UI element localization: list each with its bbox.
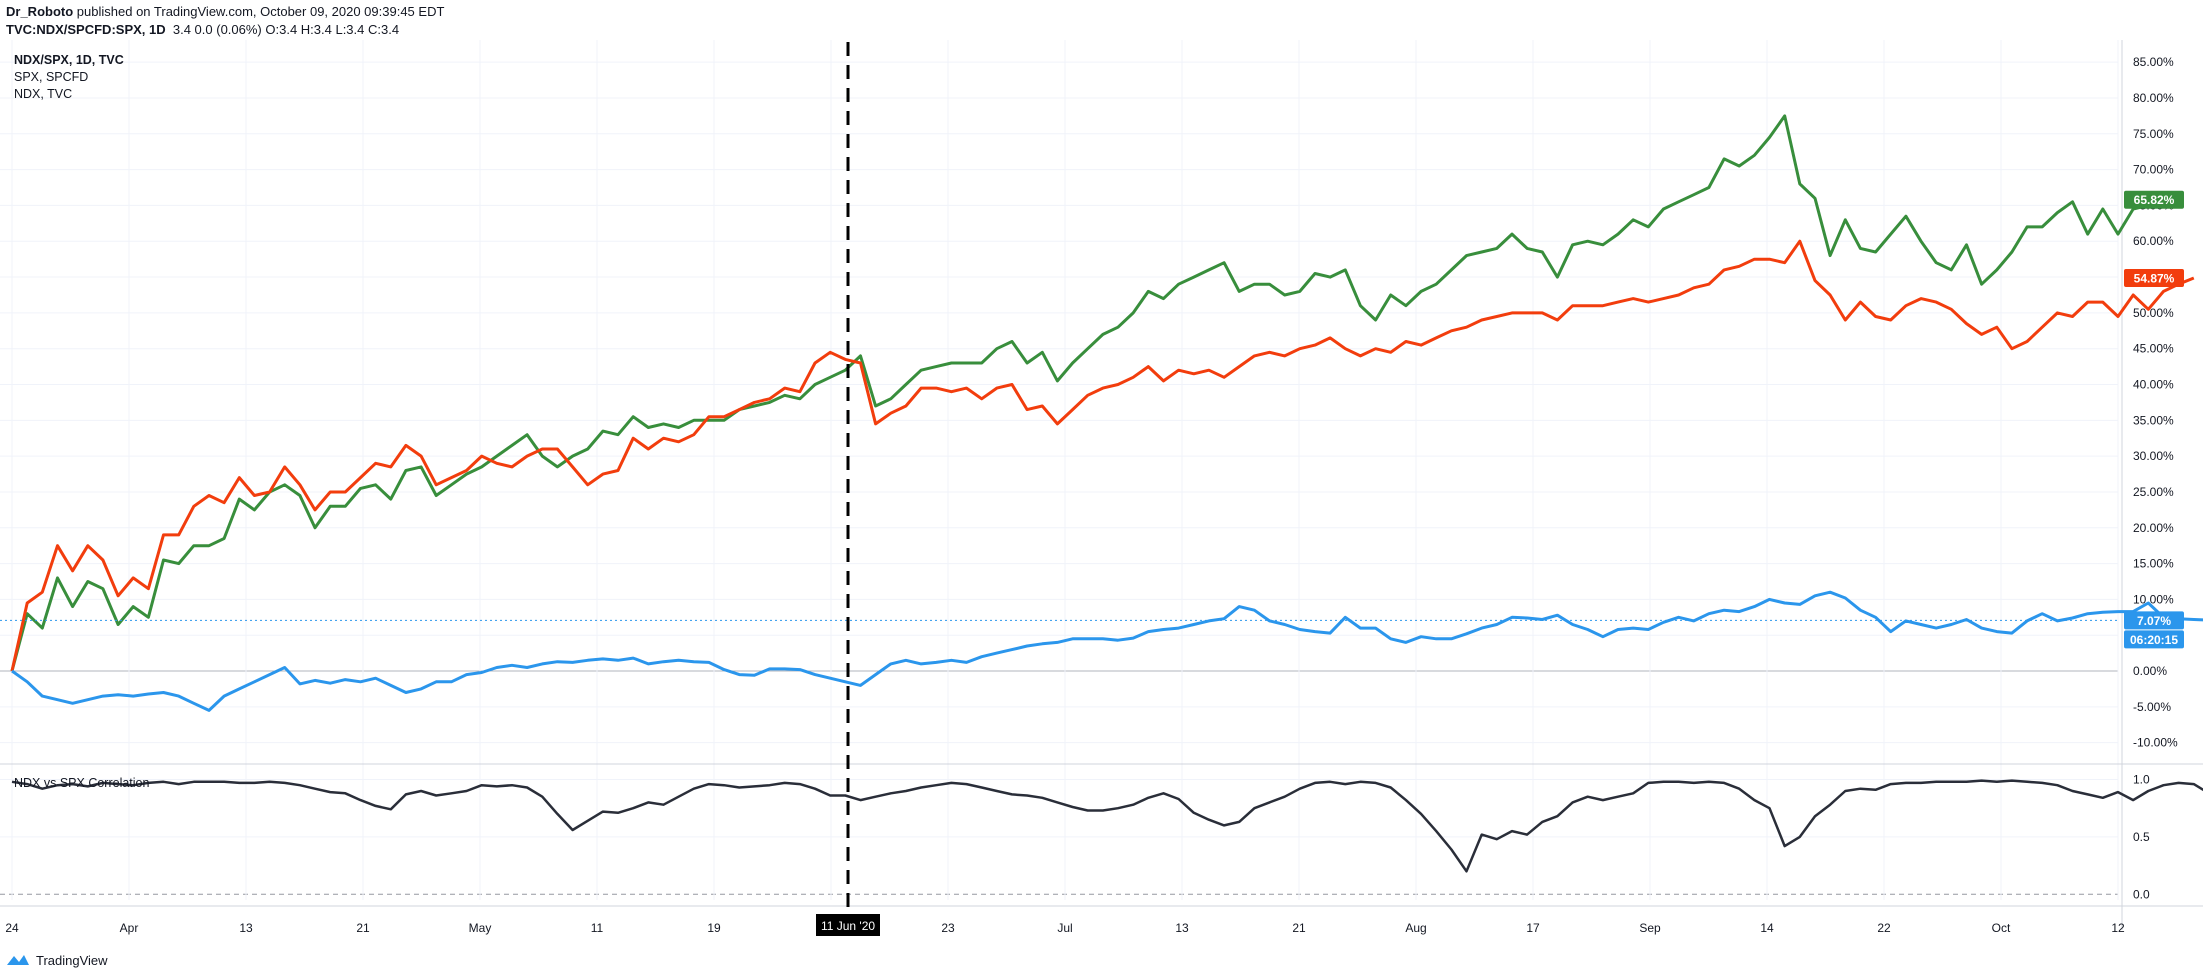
crosshair-date-bg [816, 914, 880, 936]
symbol-name: TVC:NDX/SPCFD:SPX, 1D [6, 22, 166, 37]
ratio-price-label-bg [2124, 611, 2184, 630]
x-tick-label: 14 [1760, 921, 1774, 935]
ndx-line [10, 114, 2165, 672]
x-tick-label: 17 [1526, 921, 1540, 935]
chart-axes: 85.00%80.00%75.00%70.00%65.00%60.00%55.0… [0, 40, 2203, 930]
tradingview-brand: TradingView [36, 952, 108, 968]
y-tick-label: 25.00% [2133, 485, 2174, 499]
x-tick-label: 21 [356, 921, 370, 935]
spx-price-label: 54.87% [2134, 271, 2175, 285]
y-tick-label: 75.00% [2133, 127, 2174, 141]
x-tick-label: Jul [1057, 921, 1072, 935]
y-tick-label: 85.00% [2133, 55, 2174, 69]
publish-info: Dr_Roboto published on TradingView.com, … [6, 4, 444, 19]
y-tick-label: 20.00% [2133, 521, 2174, 535]
y-tick-label: 70.00% [2133, 163, 2174, 177]
correlation-line [11, 779, 2203, 873]
author-name[interactable]: Dr_Roboto [6, 4, 74, 19]
corr-tick-label: 0.5 [2133, 830, 2150, 844]
corr-tick-label: 1.0 [2133, 772, 2150, 786]
x-tick-label: 19 [707, 921, 721, 935]
ndx-price-label: 65.82% [2134, 193, 2175, 207]
y-tick-label: 15.00% [2133, 557, 2174, 571]
x-tick-label: Apr [120, 921, 139, 935]
y-tick-label: 60.00% [2133, 234, 2174, 248]
ratio-price-label: 7.07% [2137, 614, 2171, 628]
legend-spx-series[interactable]: SPX, SPCFD [14, 70, 89, 84]
legend-main-series[interactable]: NDX/SPX, 1D, TVC [14, 53, 124, 67]
y-tick-label: 50.00% [2133, 306, 2174, 320]
time-axis: 24Apr1321May1119Jun23Jul1321Aug17Sep1422… [5, 921, 2125, 935]
correlation-pane [11, 779, 2203, 873]
symbol-info: TVC:NDX/SPCFD:SPX, 1D 3.4 0.0 (0.06%) O:… [6, 22, 399, 37]
y-tick-label: 30.00% [2133, 449, 2174, 463]
ratio-line [11, 590, 2203, 712]
tradingview-icon [7, 955, 29, 965]
price-labels: 65.82% 54.87% 7.07% 06:20:15 [2124, 190, 2184, 649]
x-tick-label: 21 [1292, 921, 1306, 935]
x-tick-label: 12 [2111, 921, 2125, 935]
corr-tick-label: 0.0 [2133, 887, 2150, 901]
y-tick-label: 40.00% [2133, 378, 2174, 392]
y-tick-label: 80.00% [2133, 91, 2174, 105]
bar-countdown-label-bg [2124, 630, 2184, 649]
legend-correlation[interactable]: NDX vs SPX Correlation [14, 776, 150, 790]
publish-text: published on TradingView.com, October 09… [76, 4, 445, 19]
crosshair: 11 Jun '20 [816, 42, 880, 936]
x-tick-label: 23 [941, 921, 955, 935]
x-tick-label: 22 [1877, 921, 1891, 935]
x-tick-label: Sep [1639, 921, 1661, 935]
x-tick-label: Aug [1405, 921, 1426, 935]
grid-lines [0, 40, 2119, 900]
x-tick-label: 24 [5, 921, 19, 935]
y-tick-label: 45.00% [2133, 342, 2174, 356]
ndx-price-label-bg [2124, 190, 2184, 209]
y-tick-label: -5.00% [2133, 700, 2171, 714]
y-tick-label: 10.00% [2133, 592, 2174, 606]
bar-countdown-label: 06:20:15 [2130, 633, 2178, 647]
spx-line [10, 239, 2195, 672]
y-tick-label: 35.00% [2133, 413, 2174, 427]
y-tick-label: 0.00% [2133, 664, 2167, 678]
spx-price-label-bg [2124, 268, 2184, 287]
tradingview-logo[interactable]: TradingView [6, 952, 108, 968]
x-tick-label: May [469, 921, 492, 935]
crosshair-date-label: 11 Jun '20 [821, 919, 875, 933]
x-tick-label: 13 [239, 921, 253, 935]
x-tick-label: Oct [1992, 921, 2011, 935]
x-tick-label: 13 [1175, 921, 1189, 935]
y-tick-label: -10.00% [2133, 736, 2178, 750]
x-tick-label: 11 [591, 921, 604, 935]
legend-ndx-series[interactable]: NDX, TVC [14, 87, 73, 101]
ohlc-values: 3.4 0.0 (0.06%) O:3.4 H:3.4 L:3.4 C:3.4 [172, 22, 400, 37]
series-lines [0, 114, 2203, 712]
